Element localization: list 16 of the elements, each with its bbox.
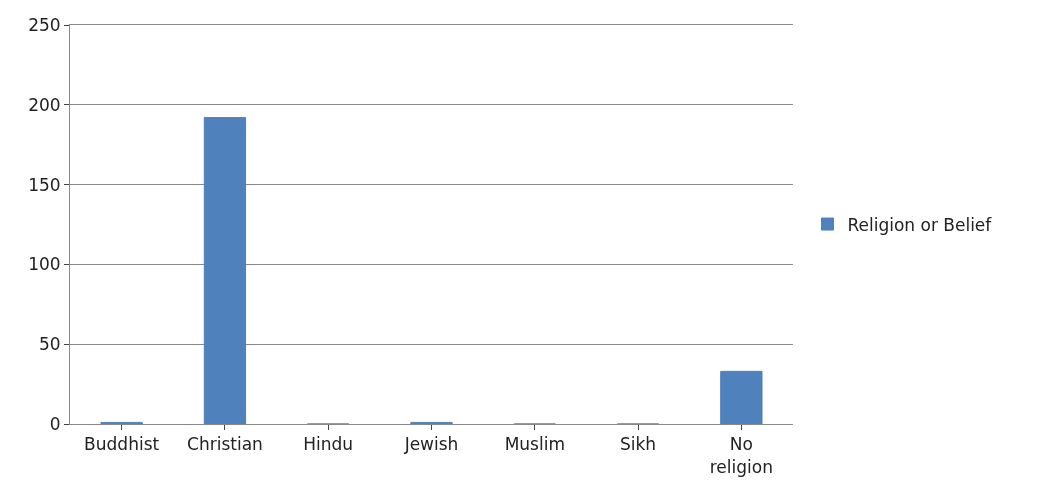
x-tick-label: Jewish (403, 434, 459, 455)
x-tick-label: Hindu (303, 434, 354, 455)
y-tick-label: 250 (28, 14, 61, 35)
x-tick-label: Christian (187, 434, 263, 455)
y-tick-label: 150 (28, 174, 61, 195)
y-tick-label: 200 (28, 94, 61, 115)
x-tick-label: Sikh (620, 434, 657, 455)
bar (203, 117, 247, 424)
x-tick-label: Buddhist (84, 434, 160, 455)
x-tick-label: No religion (709, 434, 773, 477)
y-tick-label: 0 (49, 413, 61, 434)
y-tick-label: 50 (38, 334, 61, 355)
legend-label: Religion or Belief (847, 214, 993, 235)
x-tick-label: Muslim (504, 434, 565, 455)
bar (720, 370, 763, 424)
y-tick-label: 100 (28, 254, 61, 275)
